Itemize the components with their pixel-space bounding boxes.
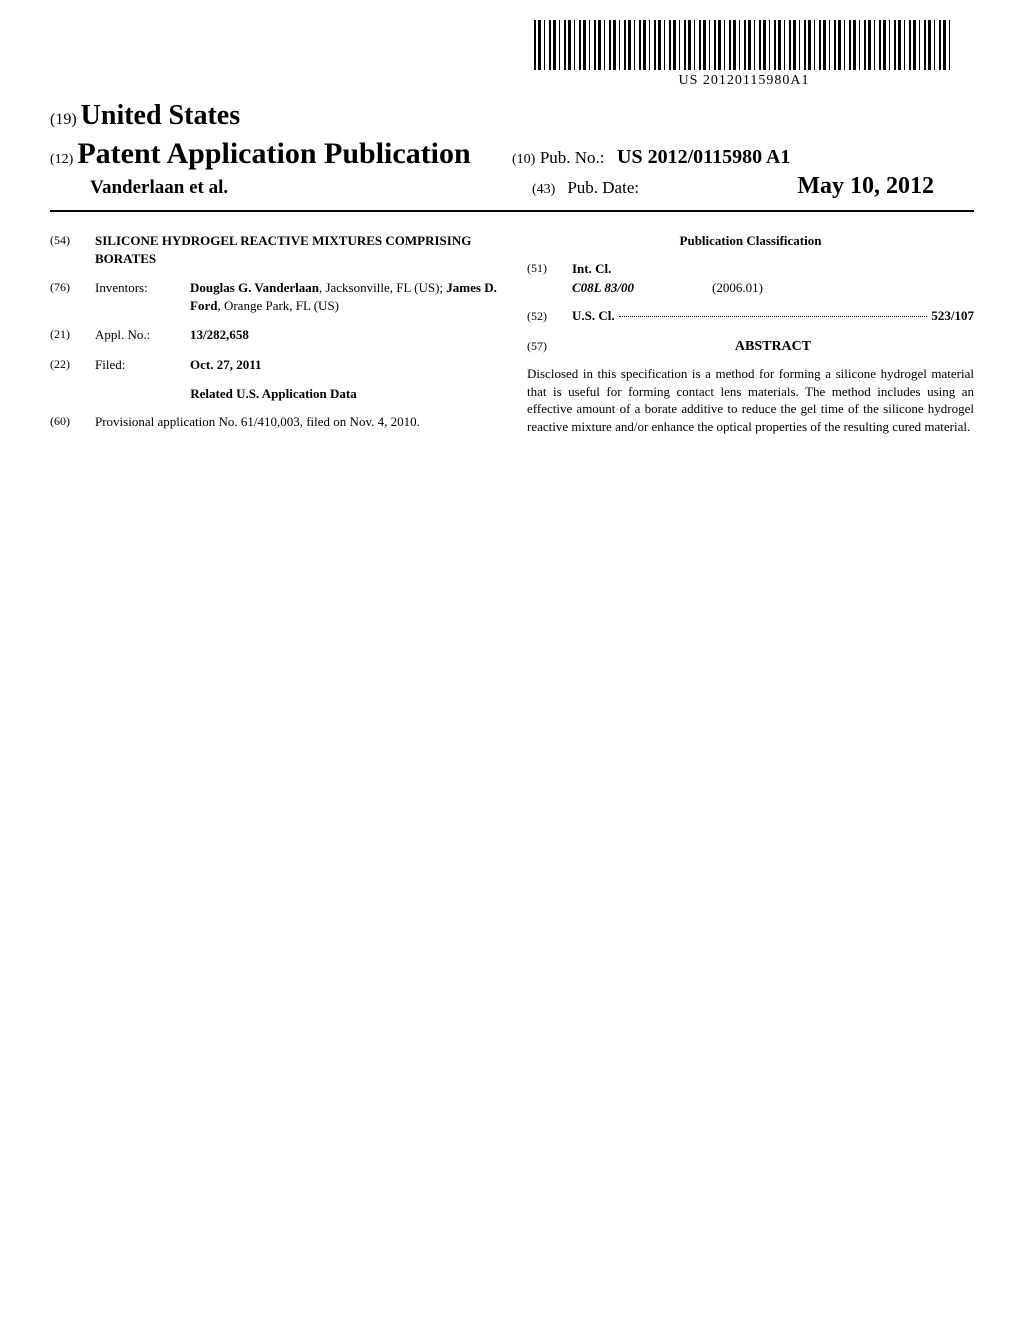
code-51: (51) [527,260,572,278]
right-column: Publication Classification (51) Int. Cl.… [527,232,974,442]
filed-label: Filed: [95,356,190,374]
uscl-row: (52) U.S. Cl. 523/107 [527,307,974,325]
barcode-icon [534,20,954,70]
inventors-value: Douglas G. Vanderlaan, Jacksonville, FL … [190,279,497,314]
inventors-row: (76) Inventors: Douglas G. Vanderlaan, J… [50,279,497,314]
uscl-dots [619,316,928,317]
header-pub-row: (12) Patent Application Publication (10)… [50,137,974,171]
uscl-value: 523/107 [931,307,974,325]
intcl-label-row: (51) Int. Cl. [527,260,974,278]
code-21: (21) [50,326,95,344]
barcode-number: US 20120115980A1 [534,73,954,89]
publication-type: Patent Application Publication [77,137,470,170]
code-19: (19) [50,111,77,128]
pub-no-value: US 2012/0115980 A1 [617,146,790,168]
title-row: (54) SILICONE HYDROGEL REACTIVE MIXTURES… [50,232,497,267]
code-76: (76) [50,279,95,314]
inventors-label: Inventors: [95,279,190,314]
code-22: (22) [50,356,95,374]
abstract-heading-row: (57) ABSTRACT [527,338,974,357]
pub-date-value: May 10, 2012 [797,173,934,200]
intcl-year: (2006.01) [712,279,763,297]
related-app-heading: Related U.S. Application Data [50,385,497,403]
code-12: (12) [50,152,73,167]
invention-title: SILICONE HYDROGEL REACTIVE MIXTURES COMP… [95,232,497,267]
abstract-text: Disclosed in this specification is a met… [527,365,974,435]
code-57: (57) [527,338,572,357]
applno-row: (21) Appl. No.: 13/282,658 [50,326,497,344]
classification-heading: Publication Classification [527,232,974,250]
pub-date-label: Pub. Date: [567,178,639,198]
filed-row: (22) Filed: Oct. 27, 2011 [50,356,497,374]
country-name: United States [81,100,240,131]
body-columns: (54) SILICONE HYDROGEL REACTIVE MIXTURES… [50,232,974,442]
applno-label: Appl. No.: [95,326,190,344]
header-country-row: (19) United States [50,100,974,132]
code-43: (43) [532,182,555,198]
abstract-heading: ABSTRACT [572,338,974,357]
inventor-2-loc: , Orange Park, FL (US) [217,298,339,313]
filed-value: Oct. 27, 2011 [190,356,497,374]
code-54: (54) [50,232,95,267]
header-author-date-row: Vanderlaan et al. (43) Pub. Date: May 10… [50,173,974,200]
intcl-value-row: C08L 83/00 (2006.01) [527,279,974,297]
barcode-block: US 20120115980A1 [534,20,954,89]
intcl-class: C08L 83/00 [572,279,712,297]
provisional-row: (60) Provisional application No. 61/410,… [50,413,497,431]
authors: Vanderlaan et al. [50,177,532,199]
header-rule [50,210,974,212]
applno-value: 13/282,658 [190,326,497,344]
code-52: (52) [527,308,572,324]
left-column: (54) SILICONE HYDROGEL REACTIVE MIXTURES… [50,232,497,442]
intcl-label: Int. Cl. [572,260,611,278]
inventor-1-loc: , Jacksonville, FL (US); [319,280,446,295]
pub-no-label: Pub. No.: [540,148,605,167]
code-10: (10) [512,152,535,167]
uscl-label: U.S. Cl. [572,307,615,325]
inventor-1-name: Douglas G. Vanderlaan [190,280,319,295]
provisional-text: Provisional application No. 61/410,003, … [95,413,497,431]
code-60: (60) [50,413,95,431]
